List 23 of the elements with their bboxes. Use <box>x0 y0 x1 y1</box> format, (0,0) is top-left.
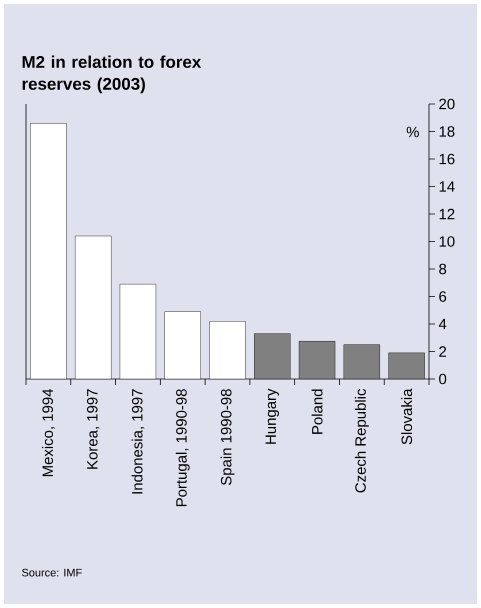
x-tick-label: Czech Republic <box>354 388 369 492</box>
x-tick-label: Korea, 1997 <box>86 389 100 469</box>
source-note: Source: IMF <box>22 568 82 576</box>
chart-title: M2 in relation to forex reserves (2003) <box>22 56 202 94</box>
y-tick-label: 0 <box>439 374 446 384</box>
y-tick-label: 16 <box>440 154 454 164</box>
x-tick-label: Spain 1990-98 <box>220 389 234 486</box>
y-tick-label: 18 <box>440 126 454 137</box>
y-tick-label: 6 <box>439 291 446 302</box>
x-tick-label: Portugal, 1990-98 <box>176 389 190 506</box>
y-tick-label: 4 <box>438 318 446 330</box>
x-tick-label: Poland <box>312 389 323 434</box>
y-tick-label: 8 <box>439 264 446 274</box>
y-tick-label: 10 <box>440 236 455 247</box>
y-tick-label: 14 <box>440 181 455 192</box>
x-tick-label: Mexico, 1994 <box>42 388 55 476</box>
x-tick-label: Slovakia <box>401 388 412 444</box>
y-tick-label: 2 <box>439 346 446 357</box>
y-tick-label: 20 <box>439 98 455 110</box>
x-tick-label: Hungary <box>266 388 279 444</box>
x-tick-label: Indonesia, 1997 <box>132 389 144 494</box>
y-tick-label: 12 <box>440 208 454 220</box>
annotation: % <box>406 126 419 138</box>
